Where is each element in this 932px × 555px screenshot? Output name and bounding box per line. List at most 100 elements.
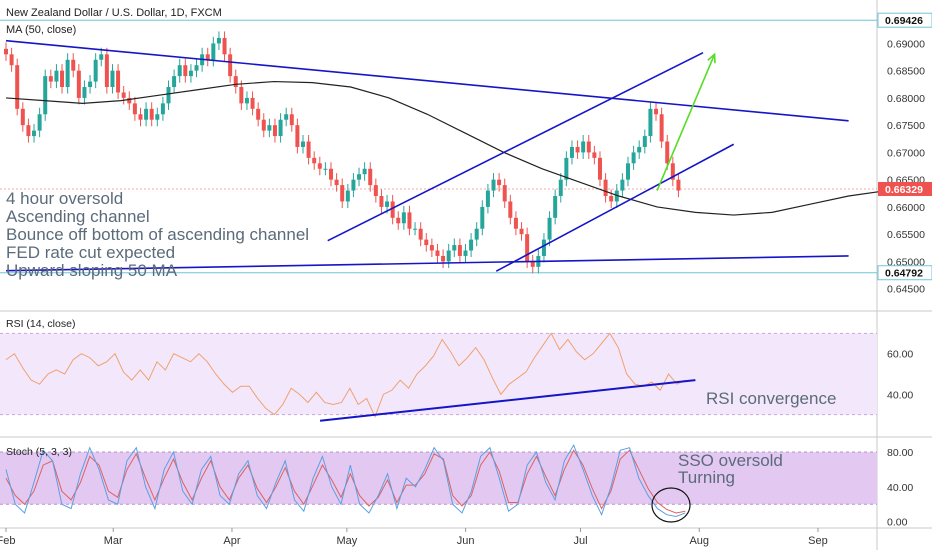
time-axis[interactable]: Feb Mar Apr May Jun Jul Aug Sep [0,528,828,547]
stoch-legend: Stoch (5, 3, 3) [6,446,72,458]
candle-body [396,217,401,224]
candle-body [469,239,474,251]
candle-body [312,157,317,164]
high-price-badge: 0.69426 [877,12,932,28]
candle-body [20,108,25,126]
candle-body [642,136,647,147]
annotation-line: Bounce off bottom of ascending channel [6,225,309,244]
candle-body [295,125,300,147]
annotation-line: Upward sloping 50 MA [6,261,178,280]
candle-body [586,141,591,153]
candle-body [435,250,440,256]
candle-body [289,114,294,126]
candle-body [558,179,563,197]
annotation-line: FED rate cut expected [6,243,175,262]
candle-body [418,228,423,240]
price-axis[interactable]: 0.690000.685000.680000.675000.670000.665… [887,38,925,295]
rsi-tick-label: 60.00 [887,349,913,361]
candle-body [508,201,513,218]
candle-body [278,119,283,137]
trendline[interactable] [5,39,849,122]
candle-body [513,217,518,229]
candle-body [547,217,552,240]
time-tick-label: Jun [457,535,475,547]
candle-body [373,185,378,197]
candle-body [541,239,546,256]
rsi-annotation: RSI convergence [706,389,836,408]
price-tick-label: 0.64500 [887,284,925,296]
candle-body [519,228,524,235]
candle-body [93,59,98,82]
trendline[interactable] [327,51,704,242]
time-tick-label: Apr [223,535,240,547]
stoch-band [0,452,877,505]
candle-body [474,228,479,240]
rsi-legend: RSI (14, close) [6,318,75,330]
low-price-label: 0.64792 [885,268,923,280]
last-price-badge: 0.66329 [878,181,932,196]
candle-body [4,48,8,55]
stoch-tick-label: 0.00 [887,517,908,529]
time-tick-label: May [336,535,357,547]
price-tick-label: 0.67500 [887,120,925,132]
candle-body [575,146,580,153]
candle-body [670,163,675,180]
candle-body [323,168,328,170]
candle-body [76,70,81,98]
candle-body [284,114,289,120]
candle-body [317,163,322,169]
trendline[interactable] [495,143,735,272]
candle-body [329,168,334,180]
candle-body [581,141,586,153]
candle-body [9,54,14,66]
candle-body [267,125,272,131]
candle-body [631,152,636,164]
candle-body [592,152,597,158]
candle-body [401,212,406,224]
candle-body [569,146,574,158]
candle-body [166,87,171,104]
candle-body [676,179,681,191]
candle-body [188,70,193,77]
candle-body [620,179,625,191]
candle-body [525,234,530,262]
candle-body [261,119,266,131]
candle-body [272,125,277,137]
price-tick-label: 0.68500 [887,66,925,78]
candle-body [127,97,132,104]
candlestick-series [4,31,681,274]
candle-body [553,196,558,218]
time-tick-label: Feb [0,535,15,547]
candle-body [413,228,418,230]
last-price-label: 0.66329 [885,184,923,196]
candle-body [216,37,221,44]
hand-drawn-circle [651,487,691,523]
stoch-tick-label: 40.00 [887,482,913,494]
candle-body [385,201,390,207]
rsi-line [5,332,686,419]
candle-body [452,245,457,251]
candle-body [256,108,261,120]
candle-body [654,108,659,115]
candle-body [183,65,188,77]
candle-body [144,108,149,120]
rsi-axis[interactable]: 60.00 40.00 [887,349,913,402]
time-tick-label: Sep [808,535,828,547]
price-tick-label: 0.65500 [887,229,925,241]
candle-body [637,146,642,153]
candle-body [597,157,602,180]
candle-body [43,76,48,115]
candle-body [32,130,37,137]
candle-body [351,179,356,191]
projection-arrow-line[interactable] [656,54,716,191]
trendline[interactable] [5,255,849,272]
candle-body [194,65,199,71]
low-price-badge: 0.64792 [877,265,932,281]
stoch-axis[interactable]: 80.00 40.00 0.00 [887,447,913,529]
candle-body [48,76,53,82]
candle-body [172,76,177,88]
stoch-annotation-line: Turning [678,468,735,487]
stoch-annotation-line: SSO oversold [678,451,783,470]
candle-body [390,201,395,218]
